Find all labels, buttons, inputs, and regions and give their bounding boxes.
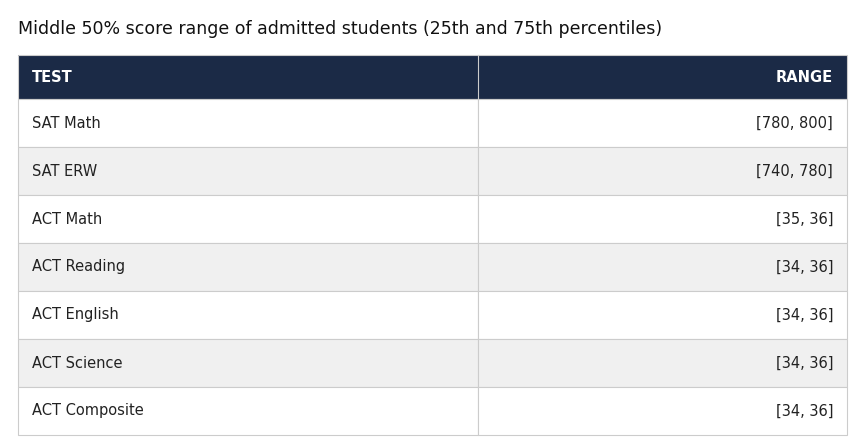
Bar (478, 147, 847, 195)
Bar (18, 387, 478, 435)
Text: [34, 36]: [34, 36] (776, 404, 833, 418)
Text: [740, 780]: [740, 780] (756, 164, 833, 178)
Bar (478, 387, 847, 435)
Text: TEST: TEST (32, 69, 73, 84)
Text: ACT English: ACT English (32, 308, 119, 322)
Text: RANGE: RANGE (776, 69, 833, 84)
Bar (18, 55, 847, 99)
Bar (478, 291, 847, 339)
Text: SAT ERW: SAT ERW (32, 164, 97, 178)
Bar (18, 195, 478, 243)
Bar (18, 147, 478, 195)
Text: ACT Science: ACT Science (32, 355, 123, 371)
Bar (18, 243, 478, 291)
Bar (478, 99, 847, 147)
Text: ACT Composite: ACT Composite (32, 404, 144, 418)
Text: [35, 36]: [35, 36] (776, 211, 833, 227)
Text: ACT Reading: ACT Reading (32, 260, 125, 274)
Bar (18, 291, 478, 339)
Text: [34, 36]: [34, 36] (776, 260, 833, 274)
Bar (478, 339, 847, 387)
Text: Middle 50% score range of admitted students (25th and 75th percentiles): Middle 50% score range of admitted stude… (18, 20, 662, 38)
Bar (18, 99, 478, 147)
Text: SAT Math: SAT Math (32, 115, 100, 131)
Bar (478, 243, 847, 291)
Text: [34, 36]: [34, 36] (776, 355, 833, 371)
Text: [780, 800]: [780, 800] (756, 115, 833, 131)
Bar (18, 339, 478, 387)
Text: ACT Math: ACT Math (32, 211, 102, 227)
Bar (478, 195, 847, 243)
Bar (18, 55, 847, 99)
Text: [34, 36]: [34, 36] (776, 308, 833, 322)
